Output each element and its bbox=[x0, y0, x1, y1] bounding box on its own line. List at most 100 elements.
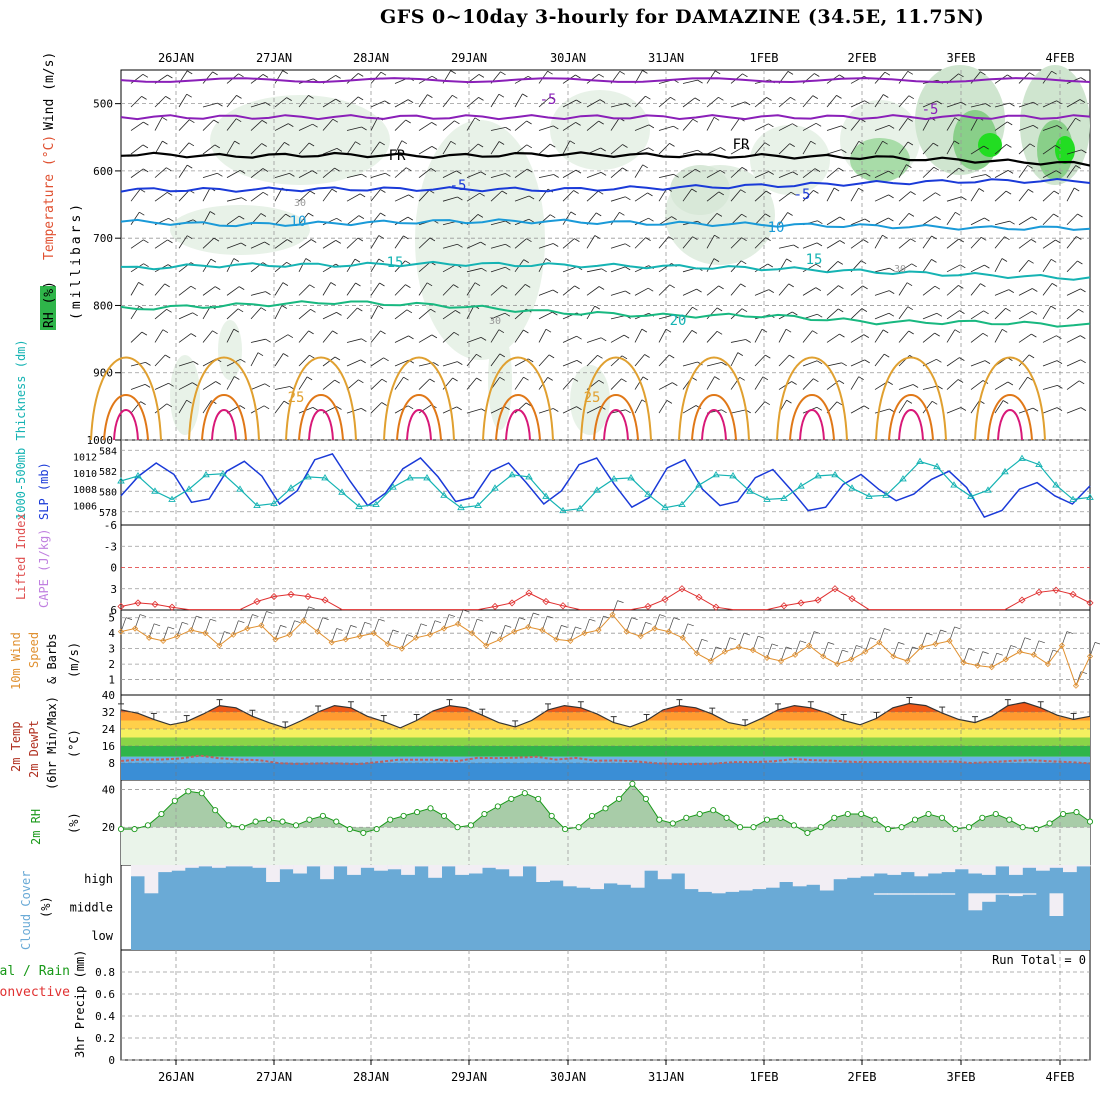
wind-barb-10m bbox=[584, 619, 590, 634]
wind-barb-10m-flag bbox=[898, 642, 905, 645]
wind-barb bbox=[1042, 407, 1058, 414]
wind-barb bbox=[970, 400, 980, 414]
wind-barb-flag bbox=[787, 71, 794, 75]
wind-barb-10m-flag bbox=[870, 637, 877, 641]
rh-shading bbox=[670, 165, 730, 215]
isotherm-30-loop bbox=[987, 394, 1033, 441]
wind-barb-flag bbox=[1056, 125, 1063, 129]
thickness-line bbox=[120, 457, 1091, 512]
wind-barb-10m-flag bbox=[476, 618, 484, 622]
wind-barb-flag bbox=[694, 97, 701, 102]
thickness-point bbox=[1052, 481, 1060, 488]
wind-speed-point bbox=[539, 627, 546, 634]
thickness-point bbox=[253, 501, 261, 509]
wind-barb-10m bbox=[949, 626, 955, 642]
rh-point bbox=[1019, 824, 1026, 831]
wind-barb-flag bbox=[1009, 220, 1015, 225]
wind-barb bbox=[994, 308, 1006, 320]
wind-barb-flag bbox=[644, 354, 650, 358]
wind-speed-point bbox=[862, 648, 869, 655]
wind-barb-flag bbox=[457, 196, 463, 201]
wind-barb bbox=[610, 167, 623, 178]
cloud-middle-bar bbox=[914, 893, 929, 895]
wind-barb bbox=[778, 329, 787, 343]
wind-barb bbox=[922, 192, 936, 202]
wind-barb-flag bbox=[642, 164, 648, 169]
wind-barb bbox=[970, 188, 980, 202]
cloud-high-bar bbox=[671, 865, 686, 874]
wind-speed-point bbox=[693, 650, 700, 657]
wind-barb-flag bbox=[139, 188, 146, 193]
thickness-point bbox=[1035, 460, 1043, 468]
wind-barb bbox=[754, 213, 766, 226]
rh-point bbox=[1006, 816, 1013, 823]
isotherm-25-loop bbox=[90, 356, 162, 441]
wind-barb-10m-flag bbox=[308, 606, 315, 610]
wind-axis-label-2: Speed bbox=[27, 632, 41, 668]
wind-barb-flag bbox=[984, 264, 990, 269]
wind-barb bbox=[322, 118, 334, 131]
rh-point bbox=[319, 812, 326, 819]
wind-barb-flag bbox=[264, 241, 270, 246]
wind-barb-flag bbox=[862, 285, 868, 290]
rh-point bbox=[440, 812, 448, 819]
wind-barb-flag bbox=[166, 192, 173, 196]
isotherm-35-loop bbox=[211, 409, 237, 441]
wind-barb-10m-flag bbox=[1024, 637, 1031, 641]
wind-barb bbox=[586, 286, 600, 296]
wind-barb-flag bbox=[143, 263, 149, 268]
isotherm-line bbox=[120, 151, 1091, 167]
wind-speed-point bbox=[1030, 651, 1037, 658]
wind-barb-flag bbox=[431, 75, 438, 80]
wind-barb bbox=[706, 285, 719, 296]
wind-barb bbox=[202, 400, 212, 414]
wind-barb bbox=[130, 121, 144, 131]
cloud-high-bar bbox=[158, 865, 172, 873]
wind-barb bbox=[346, 73, 359, 84]
wind-speed-point bbox=[174, 633, 181, 640]
wind-barb bbox=[346, 173, 362, 179]
wind-barb bbox=[874, 290, 890, 296]
temperature-tick-label: 32 bbox=[102, 706, 115, 719]
wind-barb-flag bbox=[576, 360, 583, 364]
wind-barb bbox=[490, 93, 500, 108]
wind-barb-10m-flag bbox=[814, 631, 821, 634]
wind-speed-point bbox=[1058, 642, 1065, 649]
wind-barb bbox=[130, 331, 143, 343]
wind-barb-flag bbox=[697, 149, 703, 154]
wind-barb-flag bbox=[691, 188, 697, 193]
wind-barb-flag bbox=[888, 170, 894, 175]
rh-unit-label: (%) bbox=[67, 812, 81, 834]
wind-barb-10m-flag bbox=[729, 637, 736, 641]
rh-tick-label: 40 bbox=[102, 783, 115, 796]
wind-barb-flag bbox=[786, 258, 792, 263]
wind-barb bbox=[850, 172, 866, 179]
isotherm-25-loop bbox=[776, 356, 848, 441]
wind-barb-10m bbox=[752, 636, 759, 651]
wind-barb bbox=[826, 261, 839, 273]
wind-barb-flag bbox=[1078, 380, 1085, 385]
isotherm-30-loop bbox=[298, 394, 344, 441]
precip-legend-total: Total / Rain bbox=[0, 964, 70, 979]
wind-barb bbox=[634, 328, 643, 343]
wind-barb bbox=[202, 381, 216, 390]
wind-barb bbox=[562, 190, 574, 202]
cloud-high-bar bbox=[806, 865, 821, 885]
wind-barb-flag bbox=[408, 335, 414, 340]
wind-barb bbox=[946, 140, 955, 155]
wind-barb-flag bbox=[478, 97, 484, 101]
cloud-high-bar bbox=[738, 865, 753, 891]
isotherm-35-loop bbox=[701, 409, 727, 441]
wind-barb-flag bbox=[335, 240, 342, 244]
wind-barb bbox=[970, 217, 985, 226]
wind-barb-flag bbox=[907, 70, 914, 75]
wind-barb bbox=[490, 312, 506, 320]
wind-speed-point bbox=[567, 637, 574, 644]
wind-barb bbox=[1066, 288, 1081, 296]
wind-barb-flag bbox=[355, 282, 361, 287]
wind-barb-flag bbox=[793, 244, 799, 249]
rh-point bbox=[535, 795, 542, 802]
wind-barb bbox=[490, 141, 500, 155]
rh-point bbox=[831, 814, 838, 821]
wind-barb-flag bbox=[958, 238, 965, 243]
